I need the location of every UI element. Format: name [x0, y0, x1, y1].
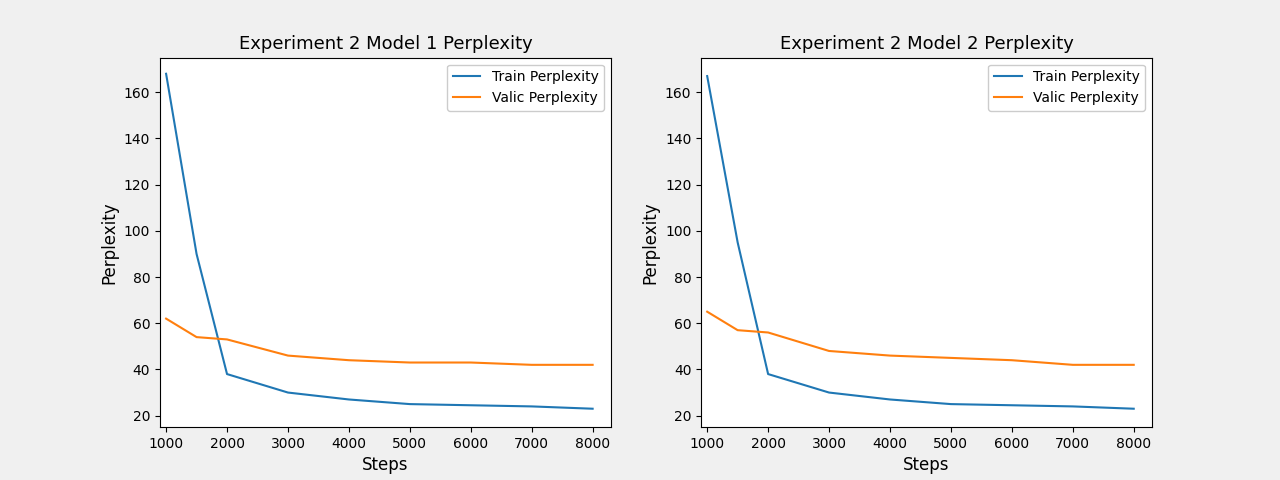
Train Perplexity [1065, 404, 1080, 409]
Train Perplexity [882, 396, 897, 402]
Valic Perplexity [159, 316, 174, 322]
Title: Experiment 2 Model 2 Perplexity: Experiment 2 Model 2 Perplexity [780, 35, 1074, 53]
Valic Perplexity [342, 357, 357, 363]
X-axis label: Steps: Steps [904, 456, 950, 474]
Valic Perplexity [585, 362, 600, 368]
Valic Perplexity [189, 334, 205, 340]
Train Perplexity [189, 251, 205, 257]
Train Perplexity [822, 390, 837, 396]
Legend: Train Perplexity, Valic Perplexity: Train Perplexity, Valic Perplexity [988, 64, 1146, 110]
Line: Train Perplexity: Train Perplexity [707, 76, 1134, 409]
Train Perplexity [1005, 402, 1020, 408]
Train Perplexity [342, 396, 357, 402]
Train Perplexity [219, 371, 234, 377]
Valic Perplexity [943, 355, 959, 361]
Valic Perplexity [1126, 362, 1142, 368]
Train Perplexity [943, 401, 959, 407]
Valic Perplexity [463, 360, 479, 365]
Y-axis label: Perplexity: Perplexity [641, 201, 659, 284]
Valic Perplexity [760, 330, 776, 336]
Train Perplexity [760, 371, 776, 377]
Train Perplexity [463, 402, 479, 408]
Train Perplexity [699, 73, 714, 79]
Line: Train Perplexity: Train Perplexity [166, 74, 593, 409]
Valic Perplexity [219, 336, 234, 342]
Line: Valic Perplexity: Valic Perplexity [166, 319, 593, 365]
X-axis label: Steps: Steps [362, 456, 408, 474]
Train Perplexity [1126, 406, 1142, 412]
Valic Perplexity [402, 360, 417, 365]
Train Perplexity [402, 401, 417, 407]
Train Perplexity [159, 71, 174, 77]
Valic Perplexity [822, 348, 837, 354]
Valic Perplexity [1005, 357, 1020, 363]
Train Perplexity [585, 406, 600, 412]
Valic Perplexity [280, 353, 296, 359]
Title: Experiment 2 Model 1 Perplexity: Experiment 2 Model 1 Perplexity [238, 35, 532, 53]
Valic Perplexity [699, 309, 714, 314]
Valic Perplexity [882, 353, 897, 359]
Train Perplexity [730, 240, 745, 245]
Valic Perplexity [730, 327, 745, 333]
Train Perplexity [524, 404, 539, 409]
Legend: Train Perplexity, Valic Perplexity: Train Perplexity, Valic Perplexity [447, 64, 604, 110]
Valic Perplexity [1065, 362, 1080, 368]
Valic Perplexity [524, 362, 539, 368]
Y-axis label: Perplexity: Perplexity [100, 201, 118, 284]
Train Perplexity [280, 390, 296, 396]
Line: Valic Perplexity: Valic Perplexity [707, 312, 1134, 365]
